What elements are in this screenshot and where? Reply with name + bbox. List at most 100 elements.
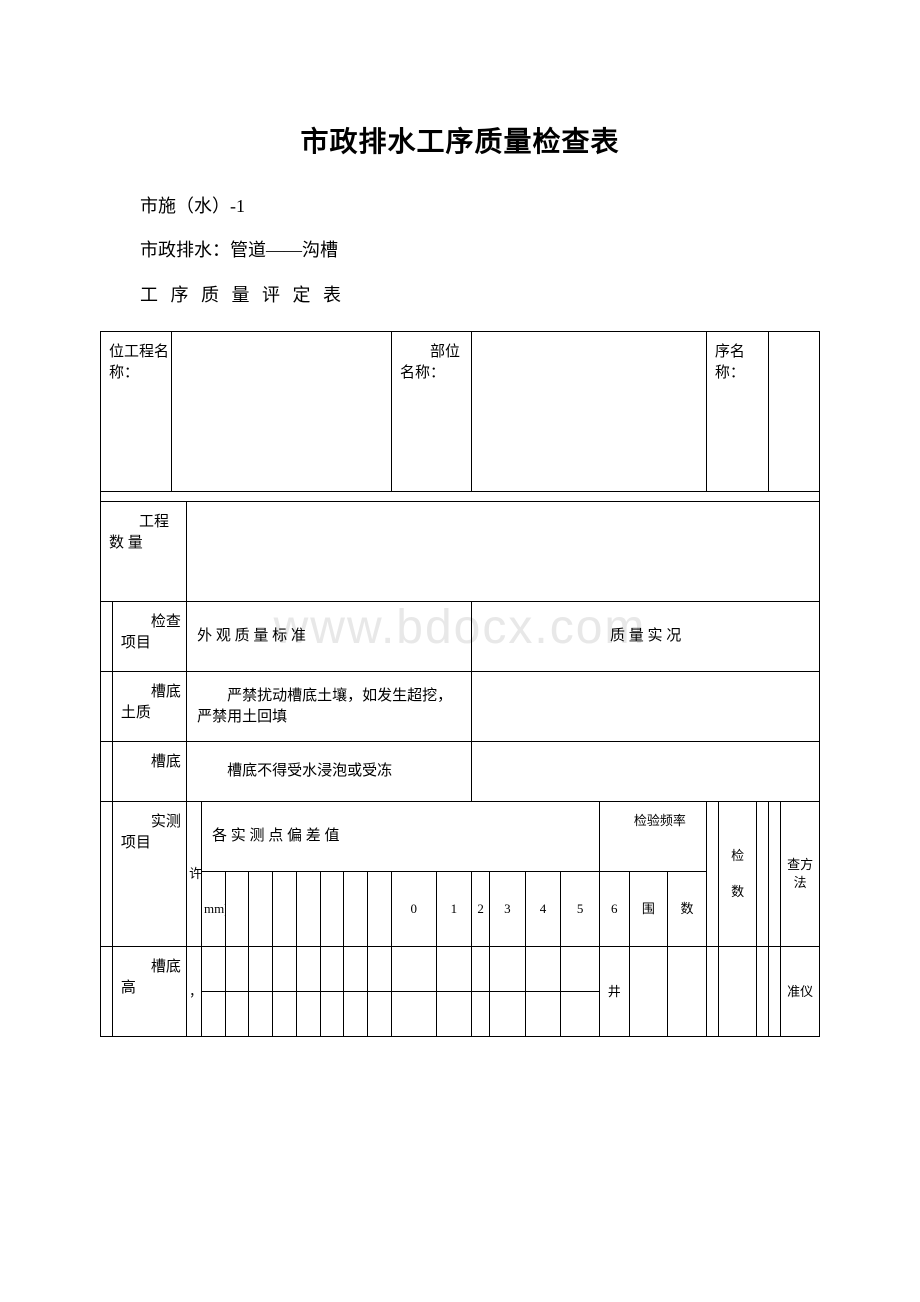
subtitle-line: 工 序 质 量 评 定 表: [140, 279, 820, 311]
height-method: 准仪: [781, 947, 820, 1037]
h1-1: [225, 947, 249, 992]
h1-7: [368, 947, 392, 992]
h1-6: [344, 947, 368, 992]
measure-header-row: 实测项目 许偏差 各 实 测 点 偏 差 值 检验频率 检数 查方法: [101, 802, 820, 872]
col-6: [344, 872, 368, 947]
col-11: 1: [436, 872, 472, 947]
header-row: 位工程名称： 部位名称： 序名称：: [101, 332, 820, 492]
col-16: 6: [599, 872, 629, 947]
appearance-standard-label: 外 观 质 量 标 准: [187, 602, 472, 672]
col-checknum2-hdr: [757, 802, 769, 947]
bottom-text: 槽底不得受水浸泡或受冻: [187, 742, 472, 802]
h1-14: [525, 947, 561, 992]
col-check-label: 检数: [718, 802, 757, 947]
h1-11: [436, 947, 472, 992]
h2-11: [436, 992, 472, 1037]
unit-project-value: [172, 332, 392, 492]
h1-15: [561, 947, 600, 992]
h-checknum2: [757, 947, 769, 1037]
row-num-5: [101, 947, 113, 1037]
h1-unit: [201, 947, 225, 992]
h2-5: [320, 992, 344, 1037]
evaluation-table: 位工程名称： 部位名称： 序名称： 工程 数 量 检查项目 外 观 质 量 标 …: [100, 331, 820, 1037]
method-label: 查方法: [781, 802, 820, 947]
h2-13: [490, 992, 526, 1037]
col-7: [368, 872, 392, 947]
h2-1: [225, 992, 249, 1037]
h-range: [629, 947, 668, 1037]
h-pct: [769, 947, 781, 1037]
inspection-item-label: 检查项目: [112, 602, 186, 672]
h-count: [668, 947, 707, 1037]
h1-2: [249, 947, 273, 992]
h2-14: [525, 992, 561, 1037]
col-12: 2: [472, 872, 490, 947]
row-num-4: [101, 802, 113, 947]
h2-12: [472, 992, 490, 1037]
qty-label: 工程 数 量: [101, 502, 187, 602]
col-13: 3: [490, 872, 526, 947]
row-num-1: [101, 602, 113, 672]
col-2: [249, 872, 273, 947]
h1-13: [490, 947, 526, 992]
soil-text: 严禁扰动槽底土壤，如发生超挖，严禁用土回填: [187, 672, 472, 742]
part-name-label: 部位名称：: [391, 332, 471, 492]
height-comma: ，: [187, 947, 202, 1037]
h2-2: [249, 992, 273, 1037]
height-row-1: 槽底高 ， 井 准仪: [101, 947, 820, 992]
col-3: [273, 872, 297, 947]
seq-name-label: 序名称：: [706, 332, 768, 492]
col-count: 数: [668, 872, 707, 947]
seq-name-value: [769, 332, 820, 492]
col-10: 0: [391, 872, 436, 947]
form-code: 市施（水）-1: [140, 190, 820, 222]
allow-dev-label: 许偏差: [187, 802, 202, 947]
inspection-header-row: 检查项目 外 观 质 量 标 准 质 量 实 况: [101, 602, 820, 672]
col-1: [225, 872, 249, 947]
height-label: 槽底高: [112, 947, 186, 1037]
h2-15: [561, 992, 600, 1037]
h1-5: [320, 947, 344, 992]
subject-line: 市政排水：管道——沟槽: [140, 234, 820, 266]
soil-row: 槽底土质 严禁扰动槽底土壤，如发生超挖，严禁用土回填: [101, 672, 820, 742]
h2-4: [296, 992, 320, 1037]
height-well: 井: [599, 947, 629, 1037]
row-num-3: [101, 742, 113, 802]
col-14: 4: [525, 872, 561, 947]
h2-unit: [201, 992, 225, 1037]
measure-item-label: 实测项目: [112, 802, 186, 947]
soil-actual: [472, 672, 820, 742]
bottom-row: 槽底 槽底不得受水浸泡或受冻: [101, 742, 820, 802]
quantity-row: 工程 数 量: [101, 502, 820, 602]
unit-project-label: 位工程名称：: [101, 332, 172, 492]
qty-value: [187, 502, 820, 602]
quality-actual-label: 质 量 实 况: [472, 602, 820, 672]
h-checknum: [706, 947, 718, 1037]
h2-10: [391, 992, 436, 1037]
h2-3: [273, 992, 297, 1037]
h1-12: [472, 947, 490, 992]
allow-dev-unit: mm): [201, 872, 225, 947]
h1-10: [391, 947, 436, 992]
h-check: [718, 947, 757, 1037]
h1-4: [296, 947, 320, 992]
document-content: 市政排水工序质量检查表 市施（水）-1 市政排水：管道——沟槽 工 序 质 量 …: [100, 120, 820, 1037]
h2-6: [344, 992, 368, 1037]
spacer-row: [101, 492, 820, 502]
col-checknum-hdr: [706, 802, 718, 947]
col-range: 围: [629, 872, 668, 947]
col-5: [320, 872, 344, 947]
h2-7: [368, 992, 392, 1037]
document-title: 市政排水工序质量检查表: [100, 120, 820, 160]
row-num-2: [101, 672, 113, 742]
col-4: [296, 872, 320, 947]
bottom-actual: [472, 742, 820, 802]
bottom-label: 槽底: [112, 742, 186, 802]
freq-label: 检验频率: [599, 802, 706, 872]
col-15: 5: [561, 872, 600, 947]
part-name-value: [472, 332, 707, 492]
col-pct-hdr: [769, 802, 781, 947]
deviation-label: 各 实 测 点 偏 差 值: [201, 802, 599, 872]
h1-3: [273, 947, 297, 992]
soil-label: 槽底土质: [112, 672, 186, 742]
